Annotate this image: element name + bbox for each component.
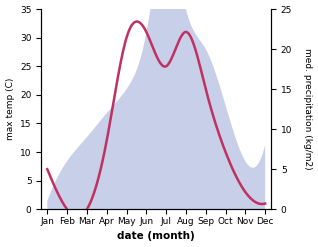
Y-axis label: max temp (C): max temp (C) <box>5 78 15 140</box>
X-axis label: date (month): date (month) <box>117 231 195 242</box>
Y-axis label: med. precipitation (kg/m2): med. precipitation (kg/m2) <box>303 48 313 170</box>
